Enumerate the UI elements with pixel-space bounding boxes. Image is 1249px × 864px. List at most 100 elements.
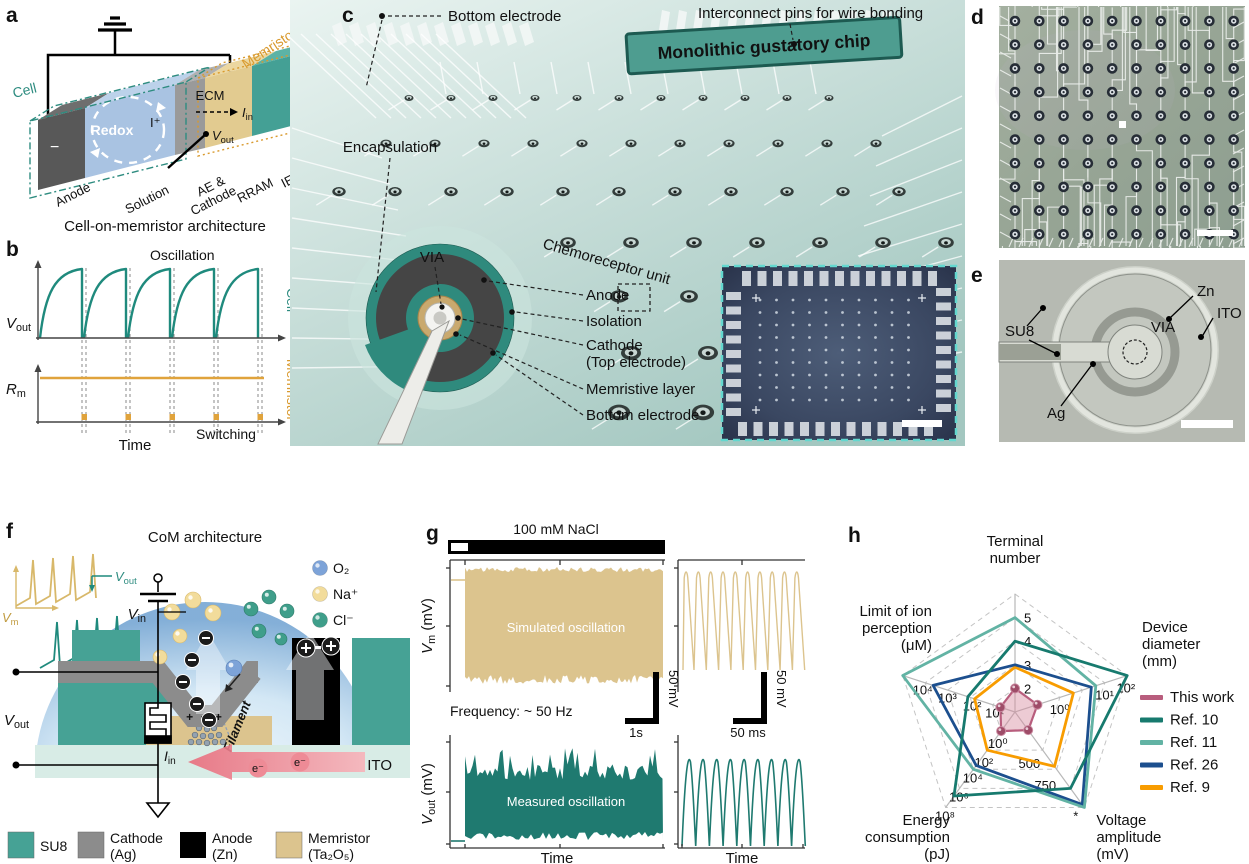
vin-label: Vin	[128, 606, 146, 625]
legend-label: Memristor	[308, 830, 371, 846]
molecule-label: Na⁺	[333, 586, 358, 602]
radar-axis-title: Energy	[902, 812, 950, 829]
radar-tick: 4	[1024, 634, 1031, 649]
radar-axis-title: Voltage	[1096, 812, 1146, 829]
leader-dot	[439, 304, 445, 310]
vout-terminal-dot	[12, 761, 20, 769]
vout-axis-label: Vout	[6, 315, 31, 334]
radar-legend-label: Ref. 11	[1170, 734, 1217, 751]
measured-label: Measured oscillation	[507, 794, 626, 809]
ground-icon	[98, 16, 132, 32]
radar-axis-title: Terminal	[987, 533, 1044, 550]
vout-terminal-dot	[12, 668, 20, 676]
legend-label: SU8	[40, 838, 67, 854]
radar-axis-title: diameter	[1142, 636, 1200, 653]
ion-flux-arrow	[286, 632, 334, 720]
radar-series-Ref-10	[952, 639, 1129, 798]
radar-axis-title: consumption	[865, 829, 950, 846]
arrowhead	[230, 108, 238, 116]
array-devices	[999, 6, 1245, 248]
radar-axis-title: Device	[1142, 619, 1188, 636]
time-label-left: Time	[541, 850, 574, 864]
panel-h-label: h	[848, 524, 861, 547]
radar-legend-label: Ref. 10	[1170, 712, 1218, 729]
panel-f-label: f	[6, 520, 14, 543]
radar-axis-title: Limit of ion	[859, 603, 932, 620]
panel-b-plot	[38, 267, 264, 434]
radar-axis-title: (mV)	[1096, 846, 1129, 863]
legend-label: Anode	[212, 830, 253, 846]
electron-icon	[248, 758, 268, 778]
radar-legend-label: This work	[1170, 689, 1235, 706]
legend-label2: (Ag)	[110, 846, 136, 862]
via-label: VIA	[420, 249, 444, 266]
radar-tick: *	[1073, 808, 1078, 823]
panel-c: Monolithic gustatory chip c Bottom elect…	[290, 0, 965, 446]
scale-1s: 1s	[629, 725, 643, 740]
vout-axis-label: Vout (mV)	[420, 763, 438, 825]
molecule-label: Cl⁻	[333, 612, 354, 628]
stimulus-baseline	[451, 543, 468, 551]
panel-b-label: b	[6, 238, 19, 261]
chip-banner: Monolithic gustatory chip	[624, 15, 904, 76]
callout-cathode: Cathode	[586, 337, 643, 354]
molecule-label: O₂	[333, 560, 349, 576]
radar-tick: 10⁸	[935, 809, 955, 824]
ions	[152, 589, 341, 728]
stimulus-label: 100 mM NaCl	[513, 521, 599, 537]
callout-anode: Anode	[586, 287, 629, 304]
panel-g-label: g	[426, 522, 439, 545]
ion-label: I⁺	[150, 115, 160, 130]
iin-label: Iin	[242, 105, 253, 122]
probe-line	[167, 133, 207, 169]
inset-scale-bar	[902, 420, 942, 427]
vout-label: Vout	[212, 128, 234, 145]
radar-tick: 2	[1024, 681, 1031, 696]
radar-legend-label: Ref. 26	[1170, 757, 1218, 774]
via-label: VIA	[1151, 319, 1175, 336]
ion-flux-arrow	[186, 632, 230, 714]
memristor-side-label: Memristor	[284, 359, 292, 422]
leader-dot	[379, 13, 385, 19]
chemoreceptor-zoom-device	[348, 226, 532, 445]
cell-side-label: Cell	[284, 288, 292, 312]
radar-axis-title: (μM)	[901, 637, 932, 654]
cell-label: Cell	[11, 80, 38, 101]
anode-minus: −	[50, 139, 59, 156]
electron-label: e⁻	[294, 757, 306, 769]
radar-tick: 10⁰	[1050, 702, 1070, 717]
panel-e: e Zn ITO SU8 VIA Ag	[971, 260, 1245, 442]
cathode-ae-label: AE & Cathode	[188, 172, 239, 218]
radar-tick: 10⁴	[913, 682, 933, 697]
electron-flow-arrow	[188, 744, 365, 780]
callout-bottom-electrode: Bottom electrode	[586, 407, 699, 424]
radar-series-Ref-11	[901, 616, 1098, 809]
radar-axis-title: (mm)	[1142, 653, 1177, 670]
zn-label: Zn	[1197, 283, 1215, 300]
stimulus-bar	[448, 540, 665, 554]
electron-icon	[290, 752, 310, 772]
radar-series-Ref-26	[931, 663, 1093, 807]
chemoreceptor-unit-box	[617, 283, 651, 312]
panel-d: d	[971, 6, 1245, 248]
scale-bars	[625, 672, 767, 724]
device-callouts: Anode Isolation Cathode (Top electrode) …	[453, 277, 699, 424]
axes	[446, 559, 805, 849]
panel-a: a Redox I⁺ −	[6, 4, 327, 235]
solution-label: Solution	[123, 182, 172, 217]
arrowhead	[90, 148, 100, 158]
time-axis-label: Time	[119, 437, 152, 454]
legend-label: Cathode	[110, 830, 163, 846]
ag-label: Ag	[1047, 405, 1065, 422]
wire	[46, 53, 230, 120]
scale-50ms: 50 ms	[730, 725, 766, 740]
callout-memristive: Memristive layer	[586, 381, 695, 398]
radar-series-Ref-9	[973, 665, 1075, 768]
su8-label: SU8	[1005, 323, 1034, 340]
su8-right	[352, 638, 410, 745]
iin-label: Iin	[164, 748, 176, 767]
rm-axis-label: Rm	[6, 381, 26, 400]
oscillation-traces	[451, 567, 807, 847]
arrowhead	[156, 102, 166, 112]
